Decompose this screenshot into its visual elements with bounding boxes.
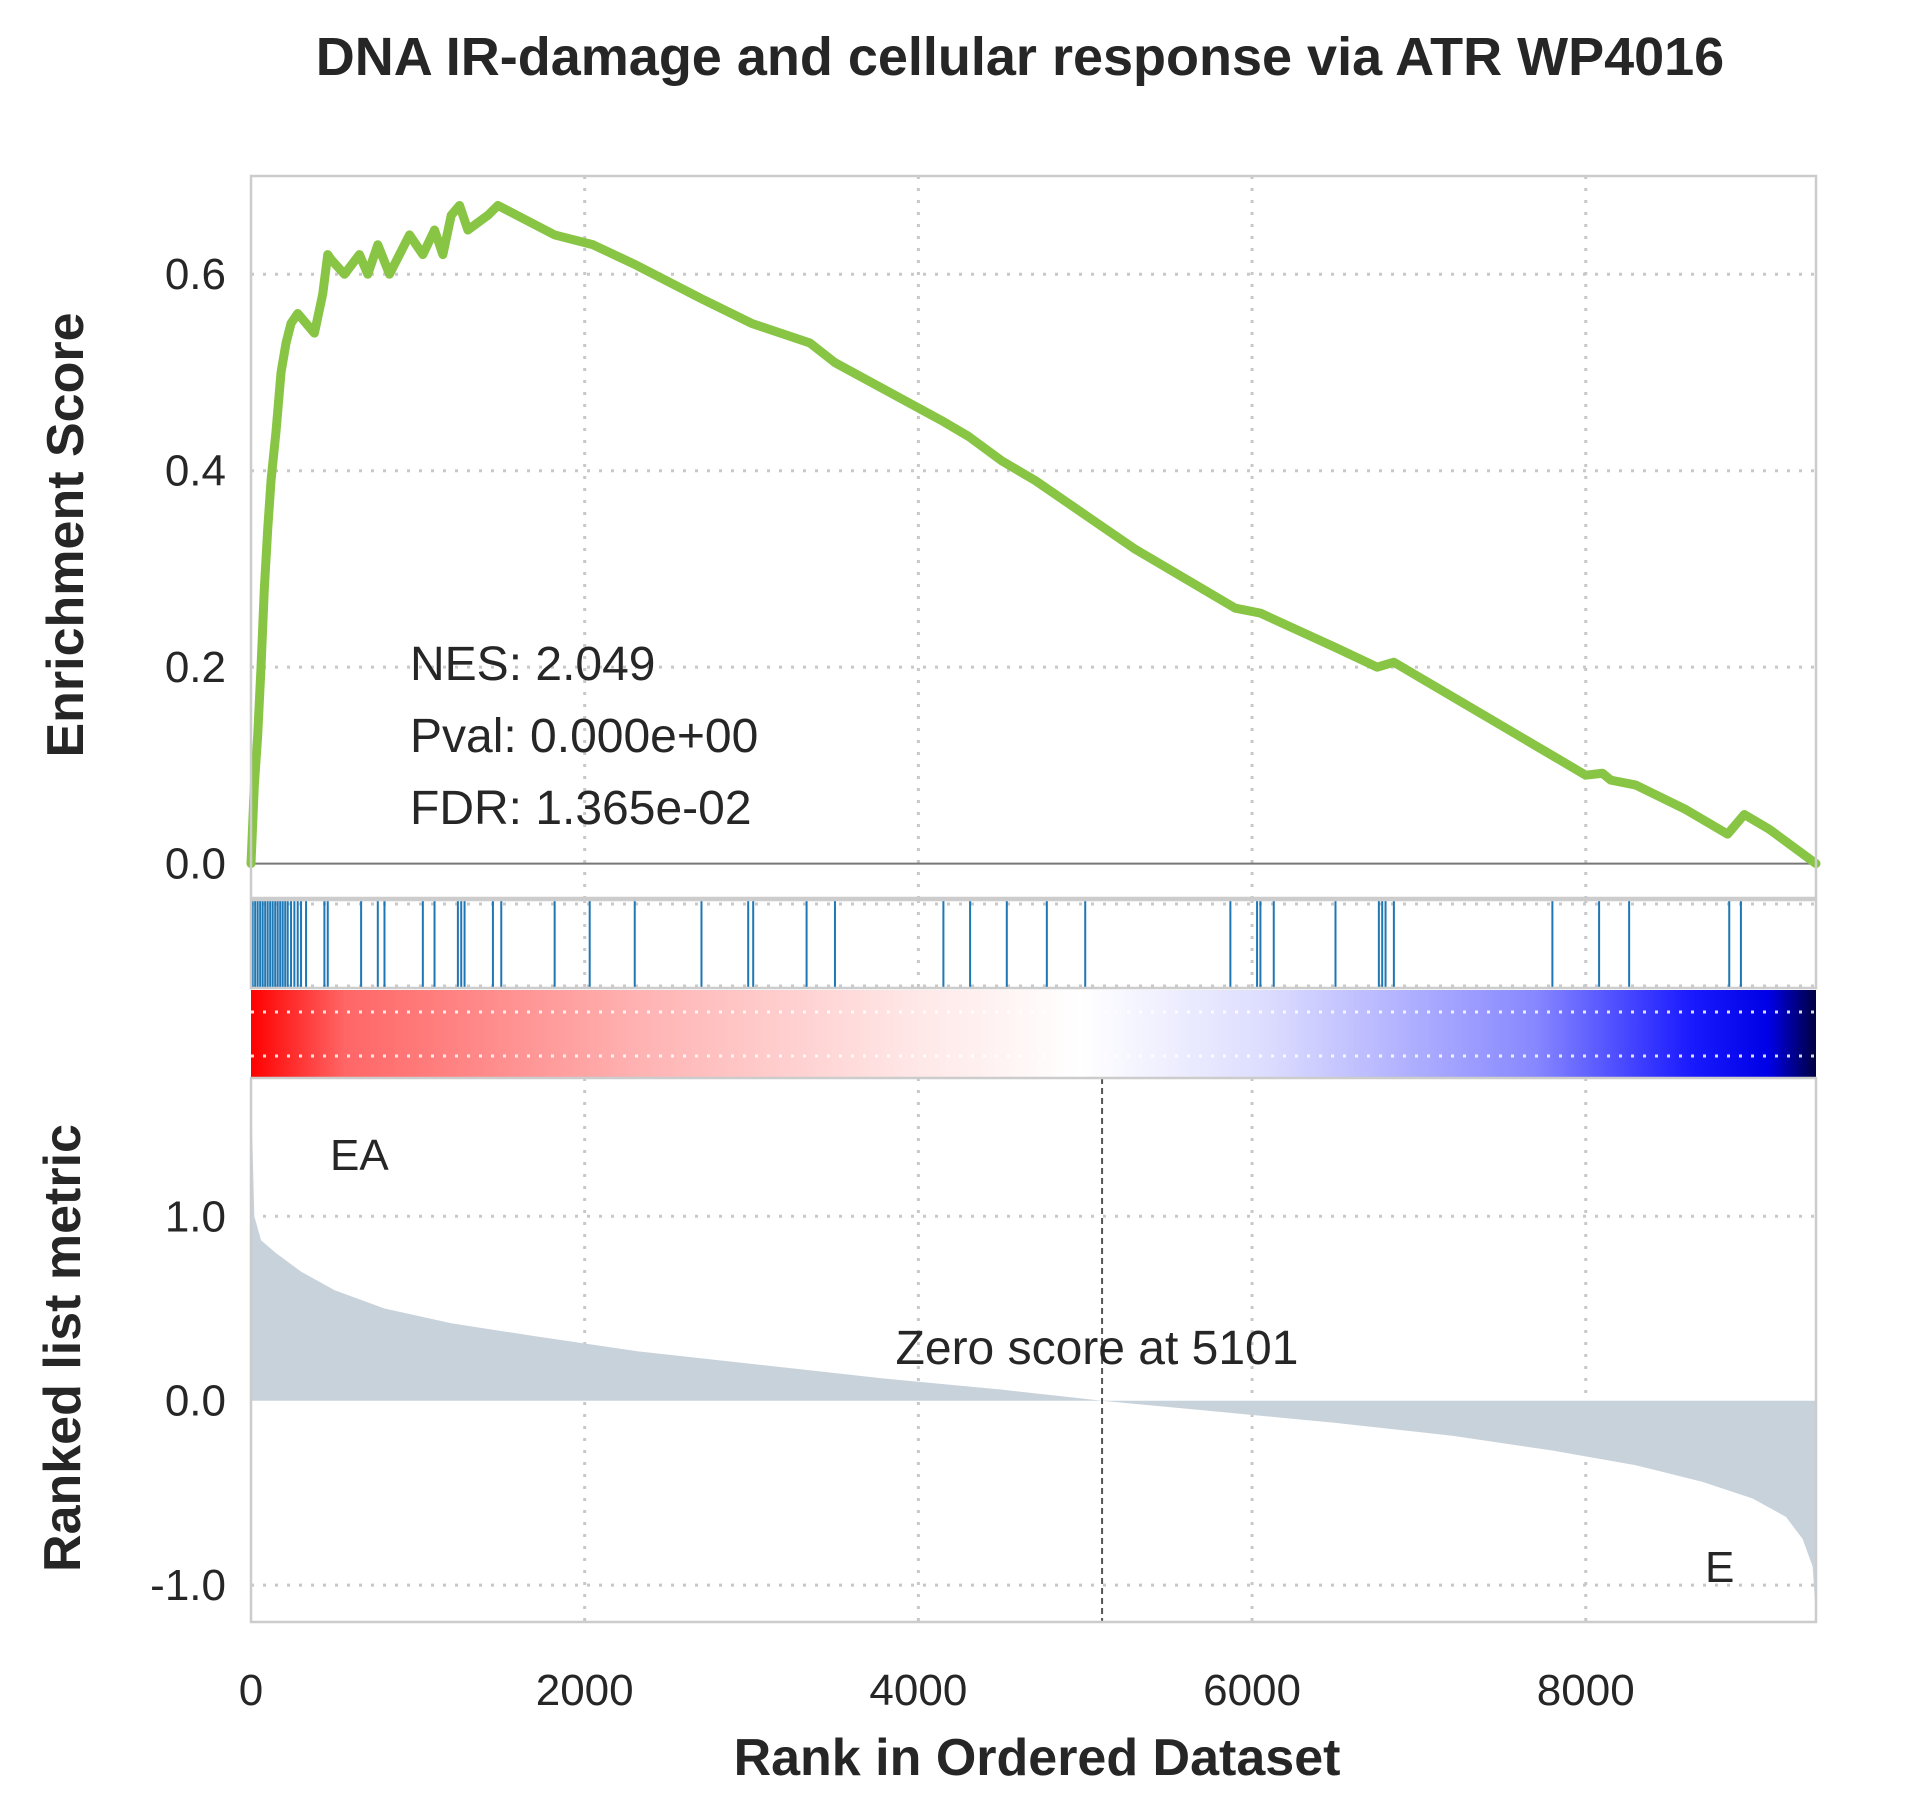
rank-y-tick-label: 0.0 [165, 1377, 226, 1426]
es-y-tick-label: 0.2 [165, 643, 226, 692]
hit-panel-frame [249, 898, 1818, 990]
zero-score-annotation: Zero score at 5101 [896, 1322, 1299, 1375]
es-line [246, 200, 1821, 869]
enrichment-y-label: Enrichment Score [37, 312, 95, 757]
negative-phenotype-label: E [1705, 1543, 1734, 1592]
ranked-metric-fill [251, 1087, 1816, 1619]
es-y-tick-label: 0.6 [165, 250, 226, 299]
pval-annotation: Pval: 0.000e+00 [410, 710, 758, 763]
x-tick-label: 6000 [1203, 1666, 1301, 1715]
rank-panel-frame [249, 1076, 1818, 1624]
es-y-tick-label: 0.0 [165, 840, 226, 889]
fdr-annotation: FDR: 1.365e-02 [410, 782, 752, 835]
panel-frames [249, 174, 1818, 1624]
ranked-metric-area [251, 1078, 1816, 1622]
rank-colorbar [251, 990, 1816, 1078]
es-panel-frame [249, 174, 1818, 900]
axis-ticks: 0 2000 4000 6000 8000 0.0 0.2 0.4 0.6 1.0 0.0 -1.0 [150, 250, 1635, 1715]
x-tick-label: 4000 [869, 1666, 967, 1715]
x-tick-label: 0 [239, 1666, 263, 1715]
chart-title: DNA IR-damage and cellular response via … [316, 27, 1724, 87]
x-tick-label: 2000 [536, 1666, 634, 1715]
enrichment-score-curve [246, 200, 1821, 869]
rank-y-tick-label: -1.0 [150, 1561, 226, 1610]
x-tick-label: 8000 [1537, 1666, 1635, 1715]
es-y-tick-label: 0.4 [165, 447, 226, 496]
colorbar-gradient [251, 990, 1816, 1078]
x-axis-label: Rank in Ordered Dataset [734, 1729, 1341, 1787]
positive-phenotype-label: EA [330, 1131, 389, 1180]
grid-lines [251, 176, 1816, 1622]
gene-hit-lines [251, 900, 1742, 988]
nes-annotation: NES: 2.049 [410, 638, 655, 691]
rank-y-tick-label: 1.0 [165, 1192, 226, 1241]
ranked-y-label: Ranked list metric [34, 1124, 92, 1572]
